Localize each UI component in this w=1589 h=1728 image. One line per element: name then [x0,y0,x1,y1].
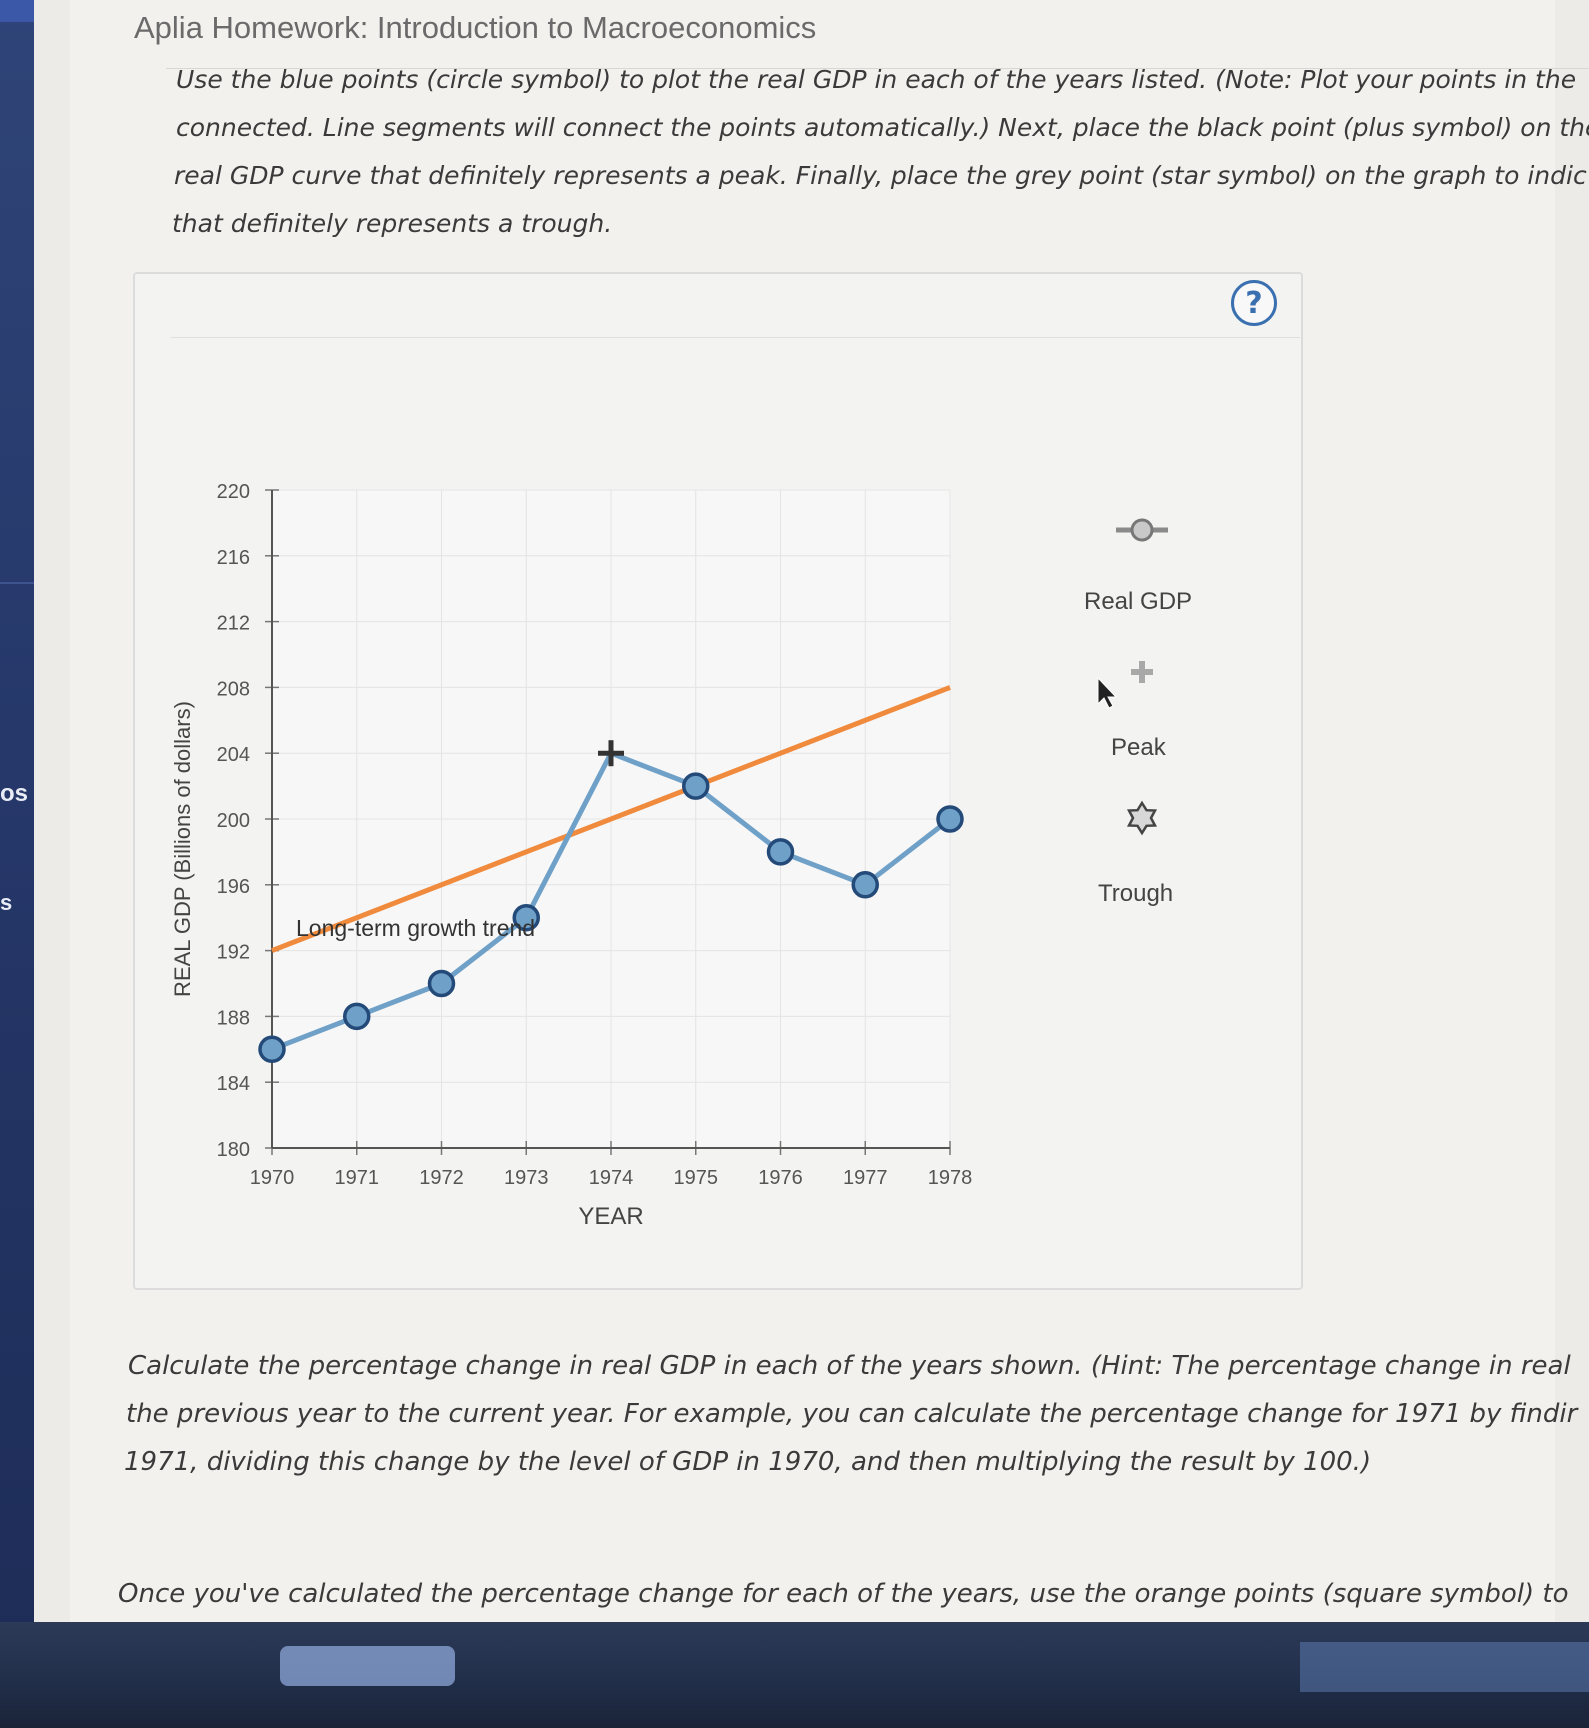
y-tick-label: 216 [217,547,250,569]
gdp-point[interactable] [766,838,795,866]
gdp-point[interactable] [343,1002,371,1031]
legend-trough-label: Trough [1098,880,1174,907]
bottom-text-line: Once you've calculated the percentage ch… [118,1579,1569,1609]
y-tick-label: 180 [217,1139,250,1161]
star-point-icon[interactable] [1126,800,1158,836]
gdp-point[interactable] [851,871,879,899]
x-tick-label: 1974 [589,1167,634,1189]
legend-real-gdp-label: Real GDP [1084,588,1193,615]
peak-plus-point[interactable] [598,740,624,767]
graph-header-divider [170,337,1300,338]
bottom-text-line: Calculate the percentage change in real … [128,1351,1571,1381]
x-tick-label: 1978 [928,1167,973,1189]
y-tick-label: 212 [217,613,250,635]
x-tick-label: 1970 [250,1167,295,1189]
x-tick-label: 1973 [504,1167,549,1189]
instruction-line: connected. Line segments will connect th… [176,113,1589,142]
legend-peak-label: Peak [1111,734,1166,761]
x-tick-label: 1977 [843,1167,888,1189]
y-tick-label: 204 [217,744,250,766]
y-tick-label: 184 [217,1073,250,1095]
x-tick-label: 1976 [758,1167,803,1189]
y-tick-label: 188 [217,1007,250,1029]
y-tick-label: 196 [217,876,250,898]
instruction-line: that definitely represents a trough. [172,209,613,238]
trend-annotation: Long-term growth trend [296,915,535,941]
legend-marks [1097,518,1168,836]
circle-point-icon[interactable] [1130,518,1154,542]
y-tick-label: 192 [217,942,250,964]
x-tick-label: 1971 [335,1167,380,1189]
taskbar [0,1622,1589,1728]
help-icon[interactable]: ? [1231,280,1277,326]
y-tick-label: 220 [217,481,250,503]
gdp-point[interactable] [682,772,710,800]
x-tick-label: 1975 [674,1167,719,1189]
gdp-point[interactable] [512,903,540,932]
page-title: Aplia Homework: Introduction to Macroeco… [134,10,817,45]
gdp-point[interactable] [258,1035,286,1064]
trend-line [271,685,951,953]
chart-labels: 180 184 188 192 196 200 204 208 212 216 220 1970 197… [170,481,972,1230]
sidebar-fragment[interactable]: s [0,890,13,915]
x-tick-label: 1972 [419,1167,464,1189]
bottom-text-line: 1971, dividing this change by the level … [124,1447,1372,1477]
gdp-point[interactable] [427,969,456,998]
title-divider [166,68,1589,69]
instruction-line: Use the blue points (circle symbol) to p… [176,65,1577,94]
cursor-icon [1097,676,1118,709]
y-tick-label: 208 [217,678,250,700]
gdp-series-layer [258,740,964,1064]
gdp-point[interactable] [936,805,964,833]
y-tick-label: 200 [217,810,250,832]
x-axis-title: YEAR [578,1203,643,1230]
instruction-line: real GDP curve that definitely represent… [174,161,1587,190]
taskbar-item[interactable] [1300,1642,1589,1692]
taskbar-item[interactable] [280,1646,455,1686]
bottom-text-line: the previous year to the current year. F… [126,1399,1578,1429]
trend-line-layer [271,685,951,953]
sidebar-fragment[interactable]: os [0,780,29,807]
y-axis-title: REAL GDP (Billions of dollars) [170,701,195,997]
